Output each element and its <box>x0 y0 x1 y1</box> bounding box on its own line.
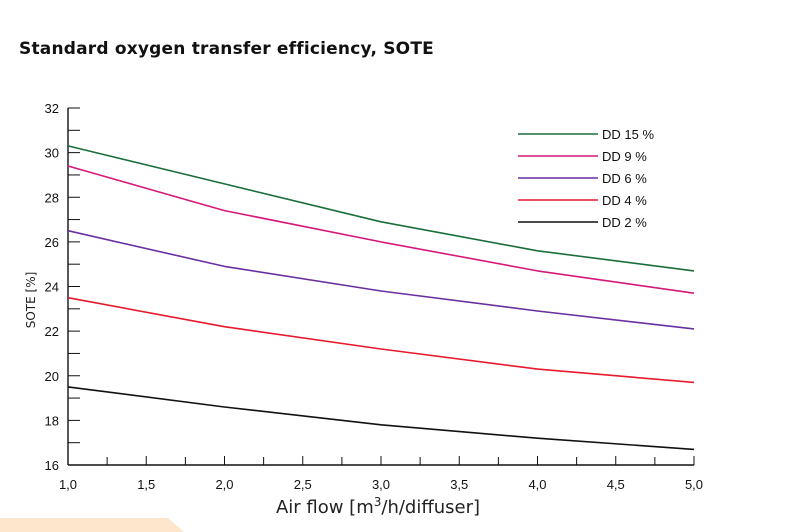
x-tick-label: 4,0 <box>528 477 546 492</box>
x-axis-title: Air flow [m3/h/diffuser] <box>276 495 480 518</box>
decorative-corner-fill <box>0 518 184 532</box>
chart-legend: DD 15 % DD 9 % DD 6 % DD 4 % DD 2 % <box>518 127 654 230</box>
y-tick-label: 16 <box>45 458 59 473</box>
decorative-corner-shape <box>0 518 184 532</box>
y-axis-title: SOTE [%] <box>24 272 38 329</box>
x-axis-title-sup: 3 <box>374 495 382 509</box>
chart-axes: 16 18 20 22 24 26 28 30 32 1,0 1,5 2,0 2,5 3,0 3,5 4,0 4… <box>45 101 704 492</box>
x-axis-title-prefix: Air flow [m <box>276 497 374 518</box>
legend-label: DD 2 % <box>602 215 647 230</box>
series-line <box>67 165 695 294</box>
x-tick-label: 1,5 <box>137 477 155 492</box>
x-tick-label: 2,0 <box>215 477 233 492</box>
chart-series <box>67 145 695 451</box>
legend-label: DD 6 % <box>602 171 647 186</box>
y-tick-label: 20 <box>45 369 59 384</box>
chart-title: Standard oxygen transfer efficiency, SOT… <box>19 39 434 59</box>
series-line <box>67 296 695 384</box>
x-tick-label: 4,5 <box>607 477 625 492</box>
y-tick-label: 30 <box>45 146 59 161</box>
x-tick-label: 3,5 <box>450 477 468 492</box>
legend-label: DD 15 % <box>602 127 654 142</box>
y-tick-label: 26 <box>45 235 59 250</box>
series-line <box>67 386 695 451</box>
series-line <box>67 145 695 272</box>
x-tick-label: 2,5 <box>294 477 312 492</box>
y-tick-label: 18 <box>45 413 59 428</box>
x-tick-label: 5,0 <box>685 477 703 492</box>
y-tick-label: 32 <box>45 101 59 116</box>
legend-label: DD 4 % <box>602 193 647 208</box>
x-axis-title-suffix: /h/diffuser] <box>381 497 480 518</box>
y-tick-label: 22 <box>45 324 59 339</box>
legend-label: DD 9 % <box>602 149 647 164</box>
y-tick-label: 24 <box>45 280 59 295</box>
x-tick-label: 1,0 <box>59 477 77 492</box>
x-tick-label: 3,0 <box>372 477 390 492</box>
y-tick-label: 28 <box>45 190 59 205</box>
series-line <box>67 229 695 330</box>
axis-titles: SOTE [%] Air flow [m3/h/diffuser] <box>24 272 480 518</box>
